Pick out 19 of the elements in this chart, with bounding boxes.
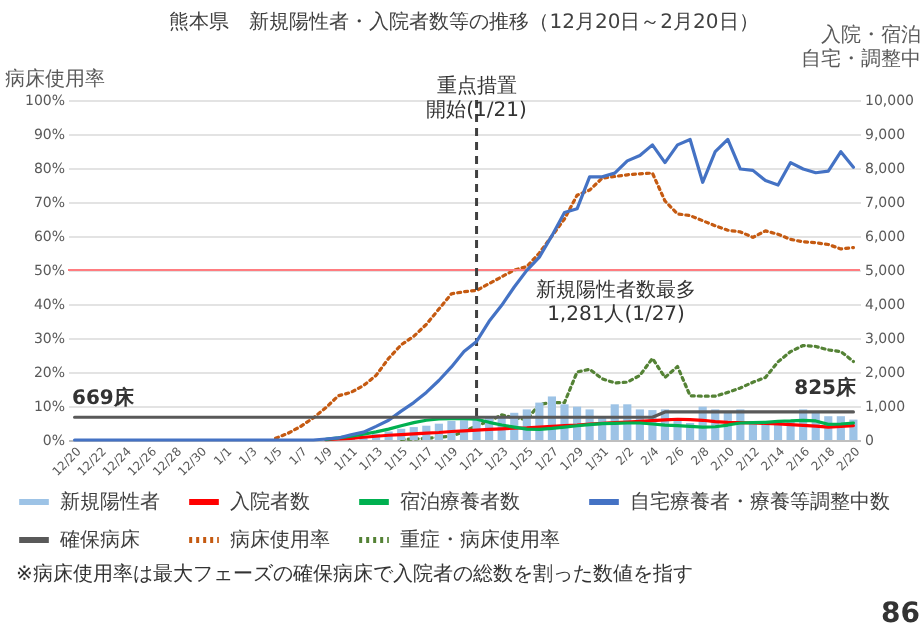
- legend-label: 病床使用率: [230, 528, 330, 552]
- legend-label: 自宅療養者・療養等調整中数: [630, 490, 890, 514]
- legend-label: 重症・病床使用率: [400, 528, 560, 552]
- ref-line-label: 重点措置開始(1/21): [426, 74, 528, 122]
- text: ※病床使用率は最大フェーズの確保病床で入院者の総数を割った数値を指す: [16, 562, 693, 586]
- line-series: [72, 137, 856, 442]
- chart-title: 熊本県 新規陽性者・入院者数等の推移（12月20日～2月20日）: [169, 10, 759, 34]
- text: 86: [881, 598, 920, 630]
- y-axis-title: 病床使用率: [5, 67, 105, 91]
- line-series: [273, 171, 856, 440]
- annotation: 新規陽性者数最多1,281人(1/27): [536, 278, 696, 326]
- annotation: 669床: [72, 386, 136, 410]
- legend-label: 確保病床: [58, 528, 140, 552]
- legend-label: 入院者数: [230, 490, 310, 514]
- legend-label: 宿泊療養者数: [400, 490, 520, 514]
- line-series: [399, 343, 856, 441]
- legend-label: 新規陽性者: [60, 490, 160, 514]
- y2-axis-title: 入院・宿泊自宅・調整中: [801, 23, 921, 71]
- annotation: 825床: [794, 376, 858, 400]
